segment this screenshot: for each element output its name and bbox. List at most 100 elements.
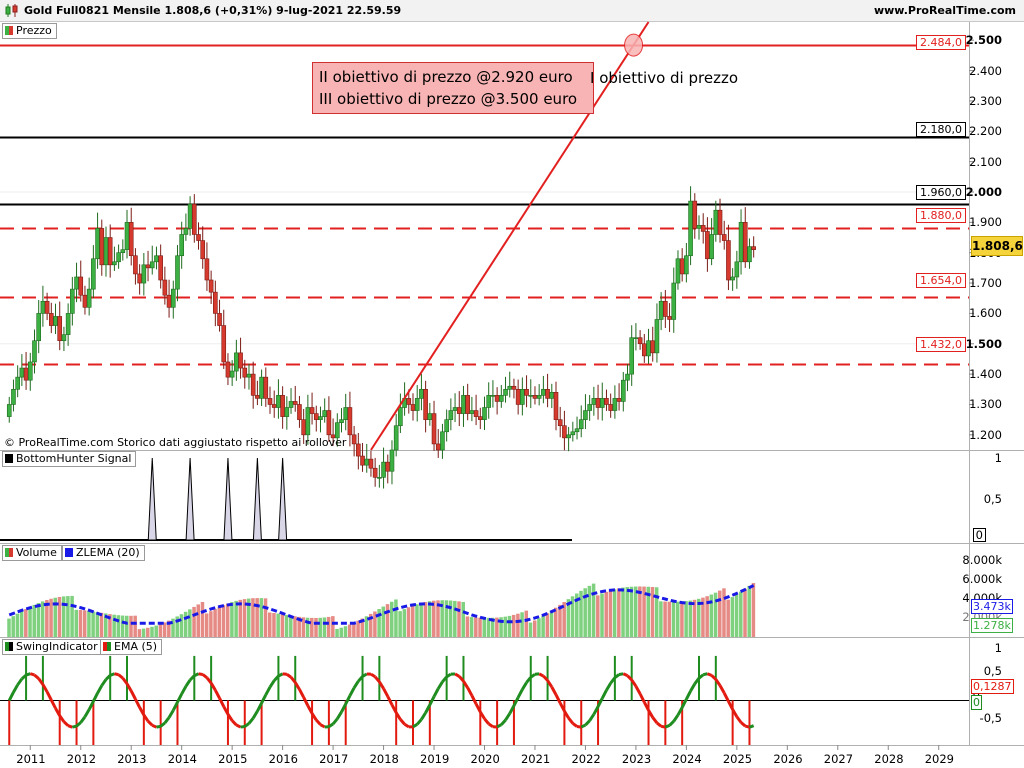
candle-body	[524, 388, 529, 396]
volume-bar	[125, 615, 129, 637]
ema-segment	[121, 677, 129, 685]
volume-bar	[141, 628, 146, 637]
ema-pane-label: EMA (5)	[100, 639, 163, 655]
candle-body	[532, 395, 538, 399]
volume-bar	[701, 597, 705, 637]
chart-title: Gold Full0821 Mensile 1.808,6 (+0,31%) 9…	[24, 4, 402, 17]
bottomhunter-spike	[147, 457, 157, 541]
volume-bar	[32, 604, 36, 637]
candle-body	[347, 407, 353, 436]
candle-body	[120, 249, 126, 253]
hline-label-1880[interactable]: 1.880,0	[916, 208, 966, 223]
price-axis-tick: 2.100	[969, 154, 1002, 169]
candle-body	[238, 352, 243, 369]
volume-bar	[608, 590, 613, 637]
ema-segment	[142, 714, 150, 723]
price-axis-tick: 2.300	[969, 93, 1002, 108]
hline-label-1432[interactable]: 1.432,0	[916, 337, 966, 352]
price-axis-tick: 1.200	[969, 427, 1002, 442]
volume-bar	[453, 600, 457, 637]
candle-body	[78, 276, 84, 296]
volume-bar	[579, 590, 583, 637]
ema-segment	[156, 724, 161, 729]
ema-segment	[722, 692, 730, 702]
ema-segment	[588, 713, 596, 722]
ema-segment	[420, 711, 427, 721]
hline-label-2484[interactable]: 2.484,0	[916, 35, 966, 50]
volume-bar	[625, 587, 629, 637]
ema-segment	[605, 682, 612, 691]
volume-bar	[246, 598, 251, 637]
ema-segment	[647, 709, 655, 719]
volume-legend-swatch	[5, 548, 13, 557]
volume-bar	[541, 615, 545, 637]
candle-body	[599, 398, 605, 408]
volume-bar	[57, 596, 62, 637]
volume-bar	[305, 617, 310, 637]
ema-segment	[642, 701, 650, 711]
ema-segment	[146, 720, 154, 727]
ema-value-badge: 0,1287	[971, 679, 1014, 694]
candle-body	[562, 425, 567, 439]
candle-body	[507, 385, 513, 390]
candle-body	[292, 401, 298, 405]
volume-bar	[638, 586, 642, 637]
ema-segment	[390, 704, 398, 714]
volume-bar	[326, 616, 331, 637]
volume-bar	[318, 617, 322, 637]
swing-axis-tick: 0	[972, 687, 980, 701]
volume-bar	[24, 609, 28, 637]
volume-bar	[688, 600, 693, 637]
volume-bar	[516, 613, 520, 637]
ema-segment	[251, 710, 259, 719]
candle-body	[406, 398, 412, 405]
ema-segment	[83, 708, 91, 718]
hline-label-2180[interactable]: 2.180,0	[916, 122, 966, 137]
candle-body	[461, 395, 466, 414]
volume-bar	[347, 624, 352, 637]
candle-body	[692, 200, 698, 229]
volume-bar	[352, 622, 356, 637]
ema-segment	[656, 721, 663, 728]
volume-bar	[591, 583, 596, 637]
volume-bar	[162, 622, 167, 637]
ema-segment	[198, 672, 203, 676]
bottomhunter-spike	[185, 457, 195, 541]
ema-segment	[58, 714, 66, 723]
candle-body	[301, 419, 306, 436]
ema-segment	[424, 704, 432, 714]
volume-bar	[726, 599, 730, 637]
price-target-annotation[interactable]: II obiettivo di prezzo @2.920 euro III o…	[312, 62, 594, 114]
ema-segment	[92, 692, 99, 703]
candle-body	[515, 388, 521, 405]
hline-label-1654[interactable]: 1.654,0	[916, 273, 966, 288]
price-axis-tick: 1.300	[969, 397, 1002, 412]
volume-bar	[196, 604, 201, 637]
ema-segment	[319, 723, 326, 729]
trendline	[370, 21, 650, 451]
ema-segment	[567, 717, 574, 725]
candle-body	[166, 294, 172, 308]
ema-segment	[399, 718, 406, 726]
volume-bar	[629, 586, 634, 637]
volume-bar	[680, 601, 684, 637]
volume-bar	[91, 611, 95, 637]
candle-body	[667, 316, 672, 320]
ema-segment	[361, 672, 368, 678]
volume-bar	[28, 606, 32, 637]
candle-body	[91, 258, 96, 290]
volume-bar	[486, 617, 491, 637]
hline-label-1960[interactable]: 1.960,0	[916, 185, 966, 200]
volume-bar	[95, 612, 100, 637]
ema-segment	[277, 672, 284, 678]
ema-segment	[538, 672, 545, 678]
volume-bar	[255, 598, 259, 637]
ema-segment	[100, 678, 108, 687]
time-axis-label: 2011	[16, 752, 46, 766]
time-axis-label: 2019	[420, 752, 450, 766]
ema-segment	[596, 697, 604, 708]
candle-body	[74, 276, 79, 290]
ema-segment	[109, 672, 115, 677]
candle-body	[158, 255, 163, 281]
